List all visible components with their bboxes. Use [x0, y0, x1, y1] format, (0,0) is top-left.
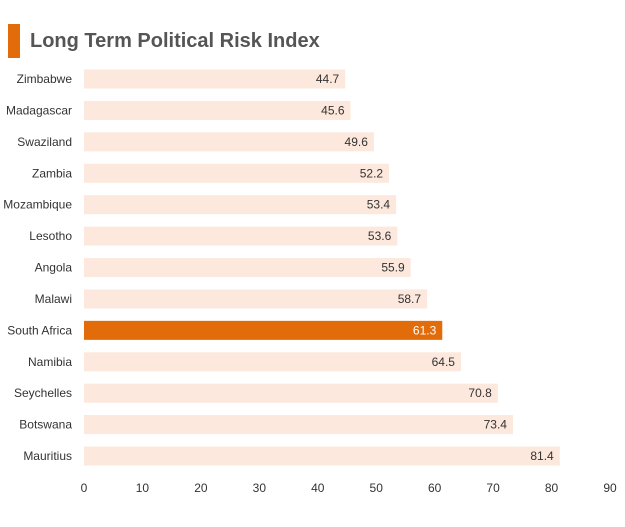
value-label: 45.6	[321, 103, 345, 117]
category-label: Lesotho	[29, 229, 72, 243]
category-label: Botswana	[19, 418, 72, 432]
x-tick-label: 40	[311, 481, 325, 495]
category-label: South Africa	[7, 323, 72, 337]
category-label: Malawi	[35, 292, 72, 306]
x-tick-label: 30	[253, 481, 267, 495]
title-accent-bar	[8, 24, 20, 58]
category-label: Madagascar	[6, 103, 72, 117]
bar-namibia	[84, 352, 461, 372]
x-tick-label: 80	[545, 481, 559, 495]
value-label: 53.6	[368, 229, 392, 243]
bar-zambia	[84, 163, 390, 183]
bar-malawi	[84, 289, 428, 309]
x-tick-label: 90	[603, 481, 617, 495]
value-label: 52.2	[360, 166, 384, 180]
category-label: Zimbabwe	[17, 72, 73, 86]
value-label: 49.6	[345, 135, 369, 149]
category-label: Angola	[35, 261, 73, 275]
value-label: 58.7	[398, 292, 422, 306]
bar-botswana	[84, 415, 513, 435]
x-tick-label: 10	[136, 481, 150, 495]
category-label: Namibia	[28, 355, 72, 369]
value-label: 70.8	[468, 386, 492, 400]
value-label: 64.5	[432, 355, 456, 369]
category-label: Mauritius	[23, 449, 72, 463]
value-label: 81.4	[530, 449, 554, 463]
x-tick-label: 50	[370, 481, 384, 495]
bar-mozambique	[84, 195, 397, 215]
category-label: Mozambique	[3, 198, 72, 212]
bar-south-africa	[84, 320, 443, 340]
bar-madagascar	[84, 100, 351, 120]
value-label: 44.7	[316, 72, 340, 86]
x-tick-label: 70	[486, 481, 500, 495]
value-label: 55.9	[381, 261, 405, 275]
bar-lesotho	[84, 226, 398, 246]
x-tick-label: 60	[428, 481, 442, 495]
value-label: 73.4	[484, 418, 508, 432]
category-label: Swaziland	[17, 135, 72, 149]
bar-swaziland	[84, 132, 374, 152]
bar-angola	[84, 258, 411, 278]
value-label: 53.4	[367, 198, 391, 212]
category-label: Zambia	[32, 166, 72, 180]
chart-title: Long Term Political Risk Index	[30, 30, 320, 52]
x-tick-label: 0	[81, 481, 88, 495]
x-tick-label: 20	[194, 481, 208, 495]
bar-mauritius	[84, 446, 560, 466]
bar-seychelles	[84, 383, 498, 403]
category-label: Seychelles	[14, 386, 72, 400]
value-label: 61.3	[413, 323, 437, 337]
bar-zimbabwe	[84, 69, 346, 89]
